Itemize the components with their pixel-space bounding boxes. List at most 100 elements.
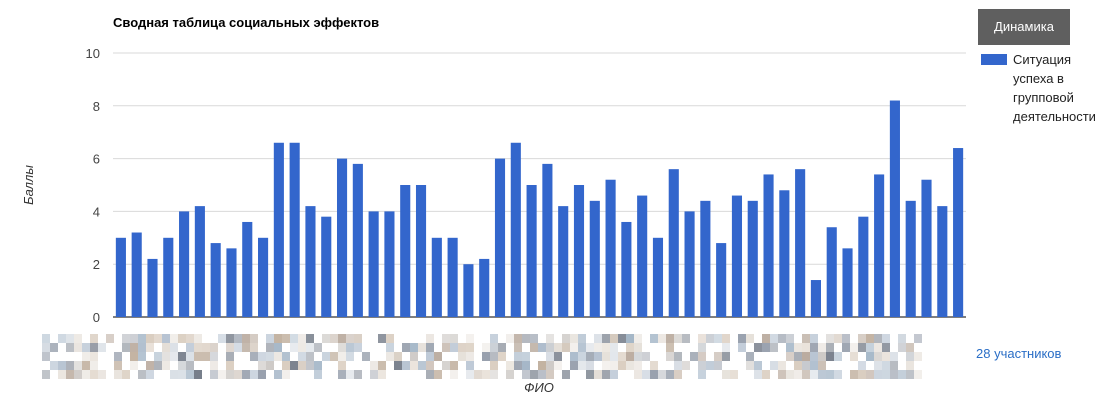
bar[interactable] xyxy=(479,258,490,317)
bar[interactable] xyxy=(747,200,758,317)
obscured-x-label-pixel xyxy=(794,361,802,370)
bar[interactable] xyxy=(463,264,474,317)
obscured-x-label-pixel xyxy=(810,370,818,379)
obscured-x-label-pixel xyxy=(346,370,354,379)
obscured-x-label-pixel xyxy=(618,334,626,343)
obscured-x-label-pixel xyxy=(602,343,610,352)
bar[interactable] xyxy=(431,237,442,317)
obscured-x-label-pixel xyxy=(378,370,386,379)
obscured-x-label-pixel xyxy=(522,352,530,361)
bar[interactable] xyxy=(258,237,269,317)
bar[interactable] xyxy=(289,142,300,317)
obscured-x-label-pixel xyxy=(74,361,82,370)
obscured-x-label-pixel xyxy=(690,352,698,361)
bar[interactable] xyxy=(147,258,158,317)
bar[interactable] xyxy=(179,211,190,317)
obscured-x-label-pixel xyxy=(666,334,674,343)
bar[interactable] xyxy=(668,169,679,317)
obscured-x-label-pixel xyxy=(378,361,386,370)
bar[interactable] xyxy=(163,237,174,317)
bar[interactable] xyxy=(226,248,237,317)
bar[interactable] xyxy=(494,158,506,317)
obscured-x-label-pixel xyxy=(450,343,458,352)
bar[interactable] xyxy=(210,243,221,317)
obscured-x-label-pixel xyxy=(458,352,466,361)
bar[interactable] xyxy=(542,163,553,317)
bar[interactable] xyxy=(242,221,253,317)
y-axis-title: Баллы xyxy=(21,165,36,205)
obscured-x-label-pixel xyxy=(242,343,250,352)
obscured-x-label-pixel xyxy=(258,361,266,370)
obscured-x-label-pixel xyxy=(546,334,554,343)
obscured-x-label-pixel xyxy=(890,370,898,379)
bar[interactable] xyxy=(763,174,774,317)
obscured-x-label-pixel xyxy=(250,370,258,379)
obscured-x-label-pixel xyxy=(154,334,162,343)
bar[interactable] xyxy=(858,216,869,317)
bar[interactable] xyxy=(874,174,885,317)
bar[interactable] xyxy=(605,179,616,317)
bar[interactable] xyxy=(131,232,142,317)
obscured-x-label-pixel xyxy=(266,352,274,361)
dynamics-button[interactable]: Динамика xyxy=(978,9,1070,45)
bar[interactable] xyxy=(526,185,537,317)
obscured-x-label-pixel xyxy=(306,343,314,352)
bar[interactable] xyxy=(795,169,806,317)
bar[interactable] xyxy=(273,142,284,317)
obscured-x-label-pixel xyxy=(210,370,218,379)
bar[interactable] xyxy=(558,206,569,317)
obscured-x-label-pixel xyxy=(306,334,314,343)
bar[interactable] xyxy=(953,148,964,317)
bar[interactable] xyxy=(889,100,900,318)
bar[interactable] xyxy=(352,163,363,317)
bar[interactable] xyxy=(621,221,632,317)
obscured-x-label-pixel xyxy=(74,343,82,352)
bar[interactable] xyxy=(731,195,743,317)
bar[interactable] xyxy=(716,243,727,317)
obscured-x-label-pixel xyxy=(570,334,578,343)
obscured-x-label-pixel xyxy=(498,343,506,352)
bar[interactable] xyxy=(937,206,948,317)
obscured-x-label-pixel xyxy=(770,361,778,370)
bar[interactable] xyxy=(684,211,695,317)
obscured-x-label-pixel xyxy=(682,334,690,343)
obscured-x-label-pixel xyxy=(42,334,50,343)
obscured-x-label-pixel xyxy=(130,343,138,352)
bar[interactable] xyxy=(305,206,316,317)
obscured-x-label-pixel xyxy=(666,352,674,361)
bar[interactable] xyxy=(400,185,411,317)
obscured-x-label-pixel xyxy=(410,361,418,370)
bar[interactable] xyxy=(447,237,458,317)
obscured-x-label-pixel xyxy=(650,361,658,370)
bar[interactable] xyxy=(779,190,790,317)
bar[interactable] xyxy=(842,248,853,317)
obscured-x-label-pixel xyxy=(754,370,762,379)
obscured-x-label-pixel xyxy=(242,370,250,379)
bar[interactable] xyxy=(194,206,205,317)
bar[interactable] xyxy=(589,200,600,317)
bar[interactable] xyxy=(700,200,711,317)
bar[interactable] xyxy=(415,185,427,317)
obscured-x-label-pixel xyxy=(602,334,610,343)
bar[interactable] xyxy=(115,237,126,317)
obscured-x-label-pixel xyxy=(490,370,498,379)
bar[interactable] xyxy=(510,142,521,317)
participants-link[interactable]: 28 участников xyxy=(976,346,1062,361)
bar[interactable] xyxy=(921,179,932,317)
bar[interactable] xyxy=(810,280,821,317)
bar[interactable] xyxy=(637,195,648,317)
obscured-x-label-pixel xyxy=(442,334,450,343)
bar[interactable] xyxy=(905,200,916,317)
obscured-x-label-pixel xyxy=(834,352,842,361)
chart-title: Сводная таблица социальных эффектов xyxy=(113,15,379,30)
bar[interactable] xyxy=(652,237,664,317)
bar[interactable] xyxy=(384,211,395,317)
obscured-x-label-pixel xyxy=(218,370,226,379)
bar[interactable] xyxy=(573,185,585,317)
bar[interactable] xyxy=(368,211,379,317)
obscured-x-label-pixel xyxy=(506,370,514,379)
bar[interactable] xyxy=(336,158,348,317)
obscured-x-label-pixel xyxy=(642,352,650,361)
bar[interactable] xyxy=(826,227,837,317)
bar[interactable] xyxy=(321,216,332,317)
